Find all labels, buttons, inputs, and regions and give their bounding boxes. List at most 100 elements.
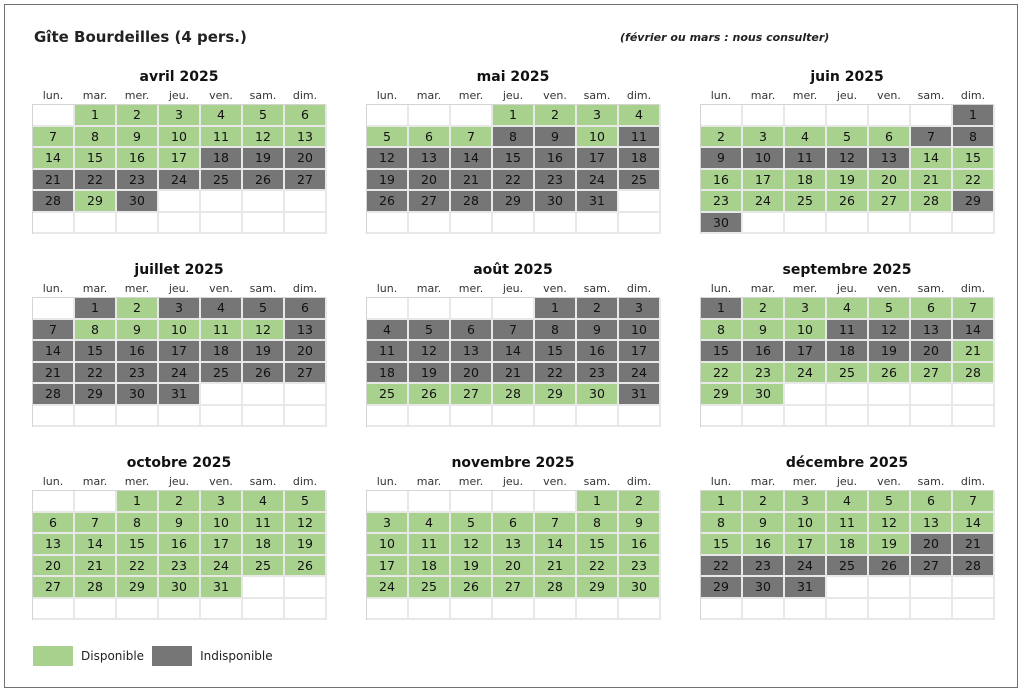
day-cell[interactable]: 5: [243, 298, 285, 320]
day-cell[interactable]: 26: [367, 191, 409, 213]
day-cell[interactable]: 25: [201, 169, 243, 191]
day-cell[interactable]: 17: [159, 341, 201, 363]
day-cell[interactable]: 11: [201, 126, 243, 148]
day-cell[interactable]: 19: [243, 148, 285, 170]
day-cell[interactable]: 8: [577, 512, 619, 534]
day-cell[interactable]: 29: [493, 191, 535, 213]
day-cell[interactable]: 2: [701, 126, 743, 148]
day-cell[interactable]: 19: [869, 341, 911, 363]
day-cell[interactable]: 13: [285, 319, 327, 341]
day-cell[interactable]: 7: [953, 491, 995, 513]
day-cell[interactable]: 8: [493, 126, 535, 148]
day-cell[interactable]: 6: [285, 105, 327, 127]
day-cell[interactable]: 5: [451, 512, 493, 534]
day-cell[interactable]: 7: [33, 126, 75, 148]
day-cell[interactable]: 11: [827, 512, 869, 534]
day-cell[interactable]: 19: [827, 169, 869, 191]
day-cell[interactable]: 2: [577, 298, 619, 320]
day-cell[interactable]: 26: [827, 191, 869, 213]
day-cell[interactable]: 9: [619, 512, 661, 534]
day-cell[interactable]: 21: [953, 341, 995, 363]
day-cell[interactable]: 12: [827, 148, 869, 170]
day-cell[interactable]: 23: [743, 555, 785, 577]
day-cell[interactable]: 30: [117, 191, 159, 213]
day-cell[interactable]: 22: [535, 362, 577, 384]
day-cell[interactable]: 8: [535, 319, 577, 341]
day-cell[interactable]: 28: [493, 384, 535, 406]
day-cell[interactable]: 24: [577, 169, 619, 191]
day-cell[interactable]: 19: [451, 555, 493, 577]
day-cell[interactable]: 15: [493, 148, 535, 170]
day-cell[interactable]: 4: [201, 298, 243, 320]
day-cell[interactable]: 27: [493, 577, 535, 599]
day-cell[interactable]: 15: [577, 534, 619, 556]
day-cell[interactable]: 3: [159, 298, 201, 320]
day-cell[interactable]: 5: [827, 126, 869, 148]
day-cell[interactable]: 28: [33, 191, 75, 213]
day-cell[interactable]: 26: [409, 384, 451, 406]
day-cell[interactable]: 19: [409, 362, 451, 384]
day-cell[interactable]: 2: [619, 491, 661, 513]
day-cell[interactable]: 1: [577, 491, 619, 513]
day-cell[interactable]: 24: [619, 362, 661, 384]
day-cell[interactable]: 3: [785, 491, 827, 513]
day-cell[interactable]: 4: [243, 491, 285, 513]
day-cell[interactable]: 24: [159, 362, 201, 384]
day-cell[interactable]: 11: [785, 148, 827, 170]
day-cell[interactable]: 28: [75, 577, 117, 599]
day-cell[interactable]: 25: [785, 191, 827, 213]
day-cell[interactable]: 3: [785, 298, 827, 320]
day-cell[interactable]: 22: [117, 555, 159, 577]
day-cell[interactable]: 30: [159, 577, 201, 599]
day-cell[interactable]: 19: [869, 534, 911, 556]
day-cell[interactable]: 18: [827, 341, 869, 363]
day-cell[interactable]: 9: [117, 319, 159, 341]
day-cell[interactable]: 5: [409, 319, 451, 341]
day-cell[interactable]: 11: [619, 126, 661, 148]
day-cell[interactable]: 29: [75, 384, 117, 406]
day-cell[interactable]: 29: [953, 191, 995, 213]
day-cell[interactable]: 15: [953, 148, 995, 170]
day-cell[interactable]: 29: [577, 577, 619, 599]
day-cell[interactable]: 6: [33, 512, 75, 534]
day-cell[interactable]: 1: [493, 105, 535, 127]
day-cell[interactable]: 24: [367, 577, 409, 599]
day-cell[interactable]: 19: [243, 341, 285, 363]
day-cell[interactable]: 24: [785, 555, 827, 577]
day-cell[interactable]: 5: [869, 298, 911, 320]
day-cell[interactable]: 18: [827, 534, 869, 556]
day-cell[interactable]: 21: [33, 362, 75, 384]
day-cell[interactable]: 4: [827, 491, 869, 513]
day-cell[interactable]: 16: [535, 148, 577, 170]
day-cell[interactable]: 1: [953, 105, 995, 127]
day-cell[interactable]: 16: [577, 341, 619, 363]
day-cell[interactable]: 7: [493, 319, 535, 341]
day-cell[interactable]: 30: [577, 384, 619, 406]
day-cell[interactable]: 20: [869, 169, 911, 191]
day-cell[interactable]: 22: [577, 555, 619, 577]
day-cell[interactable]: 17: [367, 555, 409, 577]
day-cell[interactable]: 1: [117, 491, 159, 513]
day-cell[interactable]: 6: [911, 491, 953, 513]
day-cell[interactable]: 14: [33, 148, 75, 170]
day-cell[interactable]: 17: [743, 169, 785, 191]
day-cell[interactable]: 27: [285, 362, 327, 384]
day-cell[interactable]: 13: [493, 534, 535, 556]
day-cell[interactable]: 13: [285, 126, 327, 148]
day-cell[interactable]: 11: [827, 319, 869, 341]
day-cell[interactable]: 22: [493, 169, 535, 191]
day-cell[interactable]: 6: [869, 126, 911, 148]
day-cell[interactable]: 9: [159, 512, 201, 534]
day-cell[interactable]: 13: [409, 148, 451, 170]
day-cell[interactable]: 17: [159, 148, 201, 170]
day-cell[interactable]: 2: [117, 105, 159, 127]
day-cell[interactable]: 29: [535, 384, 577, 406]
day-cell[interactable]: 9: [535, 126, 577, 148]
day-cell[interactable]: 14: [33, 341, 75, 363]
day-cell[interactable]: 22: [701, 555, 743, 577]
day-cell[interactable]: 26: [285, 555, 327, 577]
day-cell[interactable]: 2: [159, 491, 201, 513]
day-cell[interactable]: 20: [911, 534, 953, 556]
day-cell[interactable]: 10: [785, 512, 827, 534]
day-cell[interactable]: 20: [33, 555, 75, 577]
